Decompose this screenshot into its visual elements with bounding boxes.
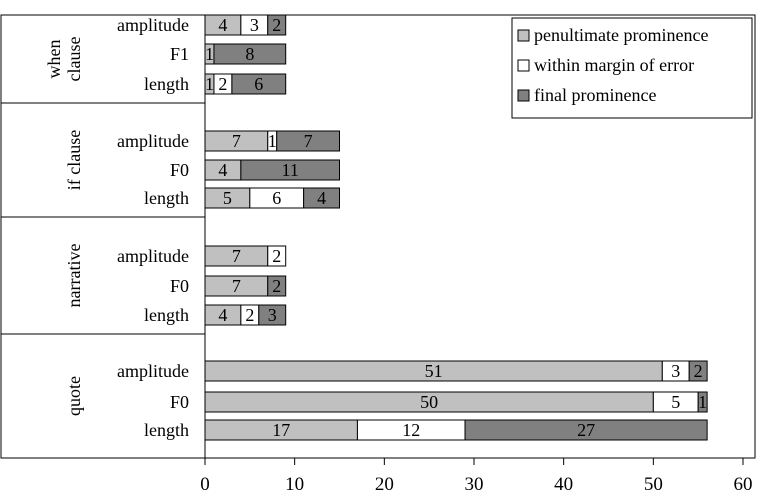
x-tick-label: 60 xyxy=(734,474,753,495)
bar-segment xyxy=(267,275,287,297)
bar-value-label: 1 xyxy=(205,74,214,94)
plot-border xyxy=(0,14,756,459)
bar-value-label: 8 xyxy=(245,44,254,64)
bar-segment xyxy=(213,43,287,65)
bar-value-label: 4 xyxy=(317,188,326,208)
x-tick-label: 10 xyxy=(285,474,304,495)
bar-value-label: 2 xyxy=(245,305,254,325)
bar-segment xyxy=(231,73,287,95)
group-label-line: clause xyxy=(64,37,84,82)
bar-value-label: 6 xyxy=(272,188,281,208)
bar-category-label: F0 xyxy=(170,276,189,296)
legend-label: penultimate prominence xyxy=(534,25,708,45)
x-tick-label: 0 xyxy=(200,474,210,495)
group-label-line: when xyxy=(44,40,64,79)
bar-segment xyxy=(258,304,287,326)
bar-value-label: 7 xyxy=(232,246,241,266)
group-label: whenclause xyxy=(44,37,84,82)
bar-value-label: 5 xyxy=(671,392,680,412)
bar-value-label: 2 xyxy=(218,74,227,94)
bar-segment xyxy=(303,187,340,209)
bar-segment xyxy=(688,360,708,382)
bar-value-label: 4 xyxy=(218,160,227,180)
bar-value-label: 4 xyxy=(218,305,227,325)
bar-value-label: 3 xyxy=(671,361,680,381)
bar-category-label: length xyxy=(144,420,189,440)
bar-segment xyxy=(240,159,340,181)
bar-segment xyxy=(697,391,708,413)
legend-swatch xyxy=(517,89,530,102)
bar-category-label: length xyxy=(144,188,189,208)
bar-segment xyxy=(464,419,708,441)
legend-box xyxy=(511,17,753,119)
group-label: quote xyxy=(64,376,84,416)
bar-value-label: 6 xyxy=(254,74,263,94)
bar-category-label: F1 xyxy=(170,44,189,64)
bar-segment xyxy=(267,245,287,267)
bar-value-label: 51 xyxy=(425,361,443,381)
bar-segment xyxy=(267,14,287,36)
bar-category-label: amplitude xyxy=(117,246,189,266)
bar-value-label: 2 xyxy=(272,276,281,296)
bar-value-label: 1 xyxy=(205,44,214,64)
bar-category-label: length xyxy=(144,74,189,94)
x-tick-label: 50 xyxy=(644,474,663,495)
bars: 4 3 21 81 2 67 1 74 115 6 47 27 24 2 351 3 250 5 117 12 27 xyxy=(204,14,708,441)
bar-value-label: 2 xyxy=(272,15,281,35)
bar-category-label: F0 xyxy=(170,160,189,180)
group-label: if clause xyxy=(64,130,84,190)
bar-value-label: 3 xyxy=(250,15,259,35)
bar-category-label: amplitude xyxy=(117,15,189,35)
bar-value-label: 11 xyxy=(282,160,299,180)
legend-swatch xyxy=(517,59,530,72)
x-axis: 0 10 20 30 40 50 60 xyxy=(200,458,753,495)
bar-value-label: 27 xyxy=(577,420,595,440)
bar-category-label: F0 xyxy=(170,392,189,412)
bar-value-label: 7 xyxy=(232,131,241,151)
bar-category-label: amplitude xyxy=(117,131,189,151)
bar-value-label: 1 xyxy=(268,131,277,151)
x-tick-label: 40 xyxy=(554,474,573,495)
bar-value-label: 17 xyxy=(272,420,290,440)
bar-value-label: 2 xyxy=(272,246,281,266)
category-labels: whenclause amplitude F1 length if clause ampl… xyxy=(44,15,189,440)
bar-value-label: 1 xyxy=(698,392,707,412)
legend-label: within margin of error xyxy=(534,55,694,75)
bar-segment xyxy=(276,130,341,152)
x-tick-label: 20 xyxy=(375,474,394,495)
legend-label: final prominence xyxy=(534,85,656,105)
bar-value-label: 12 xyxy=(402,420,420,440)
bar-category-label: amplitude xyxy=(117,361,189,381)
bar-value-label: 4 xyxy=(218,15,227,35)
bar-value-label: 5 xyxy=(223,188,232,208)
bar-value-label: 2 xyxy=(694,361,703,381)
x-tick-label: 30 xyxy=(465,474,484,495)
legend-swatch xyxy=(517,29,530,42)
bar-value-label: 7 xyxy=(232,276,241,296)
bar-value-label: 50 xyxy=(420,392,438,412)
bar-category-label: length xyxy=(144,305,189,325)
bar-value-label: 7 xyxy=(304,131,313,151)
bar-value-label: 3 xyxy=(268,305,277,325)
legend: penultimate prominence within margin of e… xyxy=(511,17,753,119)
group-label: narrative xyxy=(64,244,84,308)
